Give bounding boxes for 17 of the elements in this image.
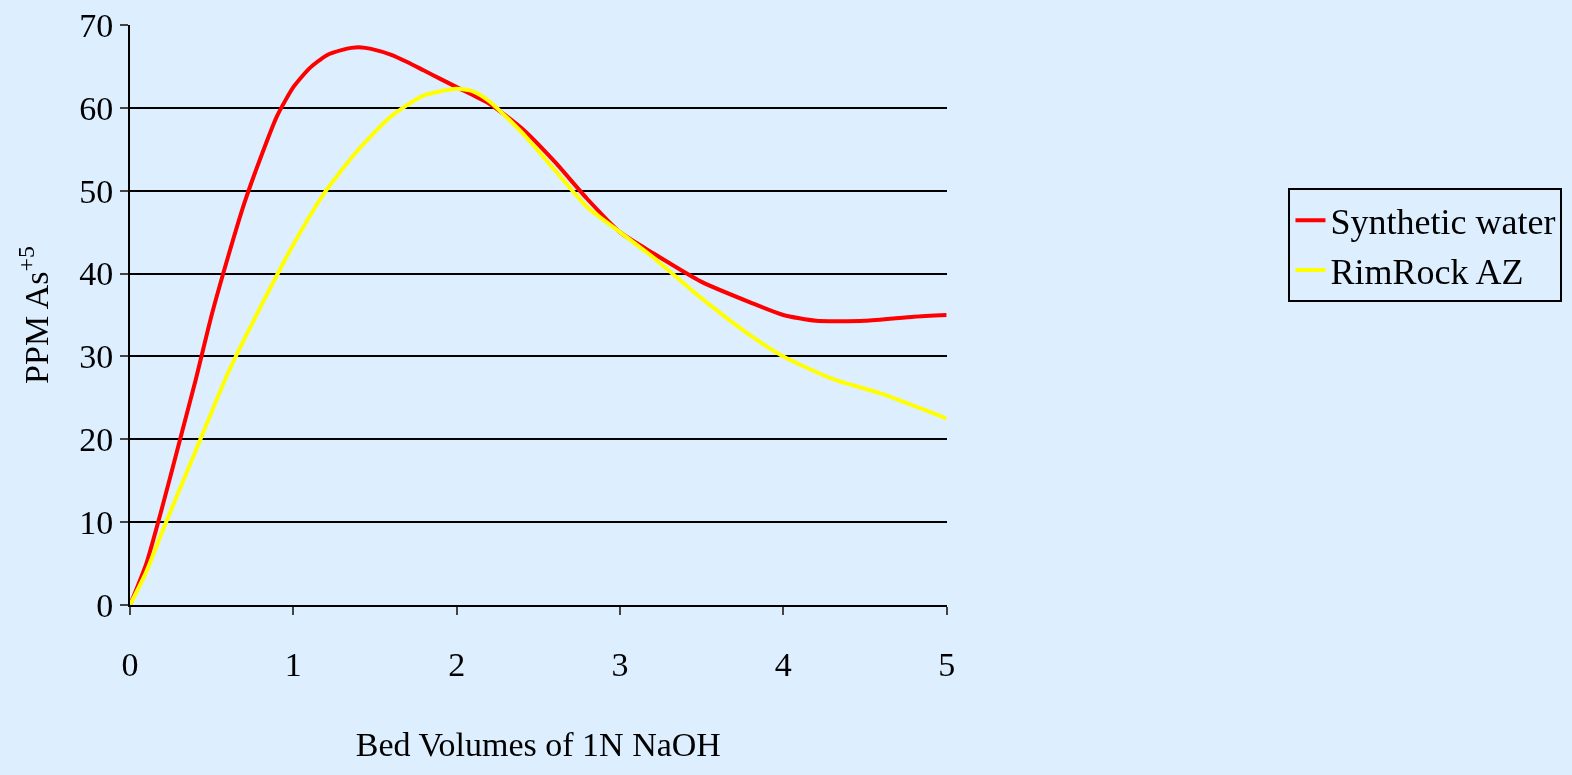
y-tick-label: 30 (79, 338, 114, 376)
x-tick-label: 1 (284, 645, 302, 683)
y-tick-label: 20 (79, 421, 114, 459)
y-tick-label: 70 (79, 6, 114, 44)
x-tick-label: 0 (121, 645, 139, 683)
x-tick-label: 4 (774, 645, 792, 683)
x-tick-label: 5 (938, 645, 956, 683)
y-tick-label: 60 (79, 89, 114, 127)
y-tick-label: 40 (79, 255, 114, 293)
legend-label: Synthetic water (1330, 202, 1556, 243)
y-tick-label: 50 (79, 172, 114, 210)
x-tick-label: 2 (448, 645, 466, 683)
x-axis-title: Bed Volumes of 1N NaOH (355, 725, 721, 763)
y-tick-label: 10 (79, 504, 114, 542)
x-tick-label: 3 (611, 645, 629, 683)
y-tick-label: 0 (96, 586, 114, 624)
legend-label: RimRock AZ (1330, 252, 1524, 293)
